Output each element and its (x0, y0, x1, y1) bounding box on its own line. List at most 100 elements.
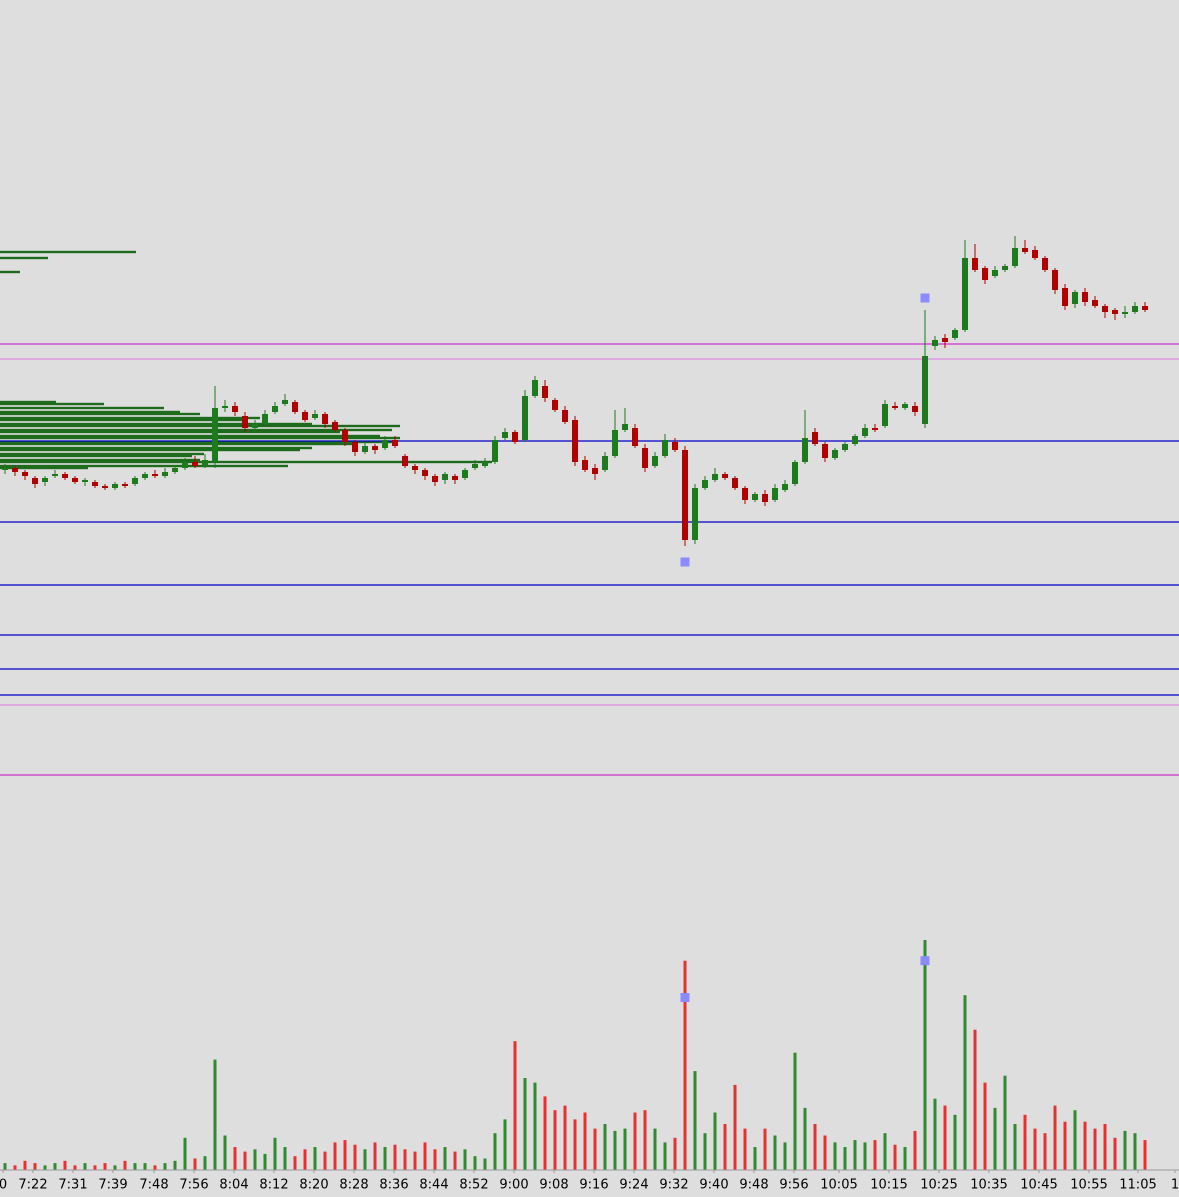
candle-body (742, 488, 748, 500)
volume-bar (983, 1082, 987, 1170)
volume-bar (1033, 1128, 1037, 1170)
candle-body (572, 420, 578, 462)
volume-bar (923, 940, 927, 1170)
profile-bar (0, 410, 180, 414)
volume-bar (73, 1165, 77, 1170)
profile-bar (0, 412, 200, 416)
volume-bar (273, 1137, 277, 1170)
volume-bar (553, 1110, 557, 1170)
candle-body (12, 468, 18, 472)
profile-bar (0, 402, 104, 406)
volume-bar (1053, 1105, 1057, 1170)
profile-bar (0, 422, 312, 426)
volume-bar (243, 1151, 247, 1170)
x-tick-label: 9:32 (659, 1178, 688, 1193)
profile-bar (0, 270, 20, 274)
volume-bar (43, 1165, 47, 1170)
candle-body (292, 402, 298, 412)
volume-bar (483, 1158, 487, 1170)
volume-bar (473, 1156, 477, 1170)
volume-bar (763, 1128, 767, 1170)
x-tick-label: 10:25 (920, 1178, 957, 1193)
candle-body (762, 494, 768, 502)
candle-body (422, 470, 428, 476)
volume-bar (653, 1128, 657, 1170)
profile-bar (0, 436, 400, 440)
profile-bar (0, 452, 204, 456)
volume-bar (93, 1165, 97, 1170)
volume-bar (523, 1078, 527, 1170)
volume-bar (503, 1119, 507, 1170)
volume-bar (773, 1135, 777, 1170)
volume-bar (493, 1133, 497, 1170)
marker (920, 293, 930, 303)
x-tick-label: 8:04 (219, 1178, 248, 1193)
profile-bar (0, 400, 56, 404)
candle-body (892, 406, 898, 408)
x-tick-label: 9:16 (579, 1178, 608, 1193)
x-tick-label: 1 (1171, 1178, 1179, 1193)
volume-bar (883, 1133, 887, 1170)
x-tick-label: 10:05 (820, 1178, 857, 1193)
volume-bar (403, 1149, 407, 1170)
volume-bar (533, 1082, 537, 1170)
volume-bar (1013, 1124, 1017, 1170)
volume-bar (413, 1151, 417, 1170)
volume-bar (973, 1029, 977, 1170)
x-tick-label: 9:56 (779, 1178, 808, 1193)
volume-bar (163, 1163, 167, 1170)
volume-bar (793, 1052, 797, 1170)
candle-body (362, 446, 368, 452)
volume-bar (293, 1156, 297, 1170)
volume-bar (353, 1144, 357, 1170)
volume-bar (1083, 1121, 1087, 1170)
candle-body (532, 380, 538, 396)
volume-bar (903, 1147, 907, 1170)
candle-body (1062, 288, 1068, 306)
volume-bar (233, 1147, 237, 1170)
candle-body (612, 430, 618, 456)
candle-body (522, 396, 528, 440)
volume-bar (1003, 1075, 1007, 1170)
x-tick-label: 9:40 (699, 1178, 728, 1193)
candle-body (382, 440, 388, 448)
candle-body (442, 474, 448, 480)
x-tick-label: 9:48 (739, 1178, 768, 1193)
candle-body (302, 412, 308, 420)
candle-body (192, 462, 198, 466)
candle-body (32, 478, 38, 484)
volume-bar (873, 1140, 877, 1170)
volume-bar (323, 1151, 327, 1170)
candle-body (1102, 306, 1108, 312)
volume-bar (623, 1128, 627, 1170)
candle-body (562, 410, 568, 422)
candle-body (112, 484, 118, 488)
volume-bar (373, 1142, 377, 1170)
volume-bar (183, 1137, 187, 1170)
volume-bar (543, 1096, 547, 1170)
marker (680, 557, 690, 567)
volume-bar (683, 960, 687, 1170)
candle-body (432, 476, 438, 482)
x-tick-label: 10:35 (970, 1178, 1007, 1193)
candle-body (1012, 248, 1018, 266)
volume-bar (1113, 1137, 1117, 1170)
candle-body (982, 268, 988, 280)
candle-body (42, 478, 48, 482)
x-tick-label: 10:55 (1070, 1178, 1107, 1193)
volume-bar (583, 1112, 587, 1170)
candle-body (952, 330, 958, 338)
candle-body (992, 270, 998, 276)
profile-bar (0, 250, 136, 254)
candle-body (602, 456, 608, 470)
profile-bar (0, 448, 300, 452)
candle-body (502, 432, 508, 438)
candle-body (792, 462, 798, 484)
candle-body (102, 486, 108, 488)
candle-body (132, 478, 138, 484)
candle-body (722, 474, 728, 478)
candle-body (1122, 312, 1128, 314)
candle-body (2, 468, 8, 470)
